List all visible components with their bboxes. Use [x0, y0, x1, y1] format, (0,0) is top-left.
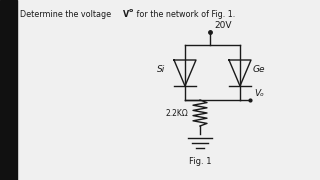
Text: Fig. 1: Fig. 1	[189, 157, 211, 166]
Text: Si: Si	[157, 64, 165, 73]
Bar	[0, 0, 17, 180]
Text: Vₒ: Vₒ	[254, 89, 264, 98]
Text: 2.2KΩ: 2.2KΩ	[165, 109, 188, 118]
Text: for the network of Fig. 1.: for the network of Fig. 1.	[134, 10, 235, 19]
Text: o: o	[129, 8, 133, 14]
Text: V: V	[123, 10, 129, 19]
Text: 20V: 20V	[214, 21, 231, 30]
Text: Ge: Ge	[253, 64, 266, 73]
Text: Determine the voltage: Determine the voltage	[20, 10, 114, 19]
